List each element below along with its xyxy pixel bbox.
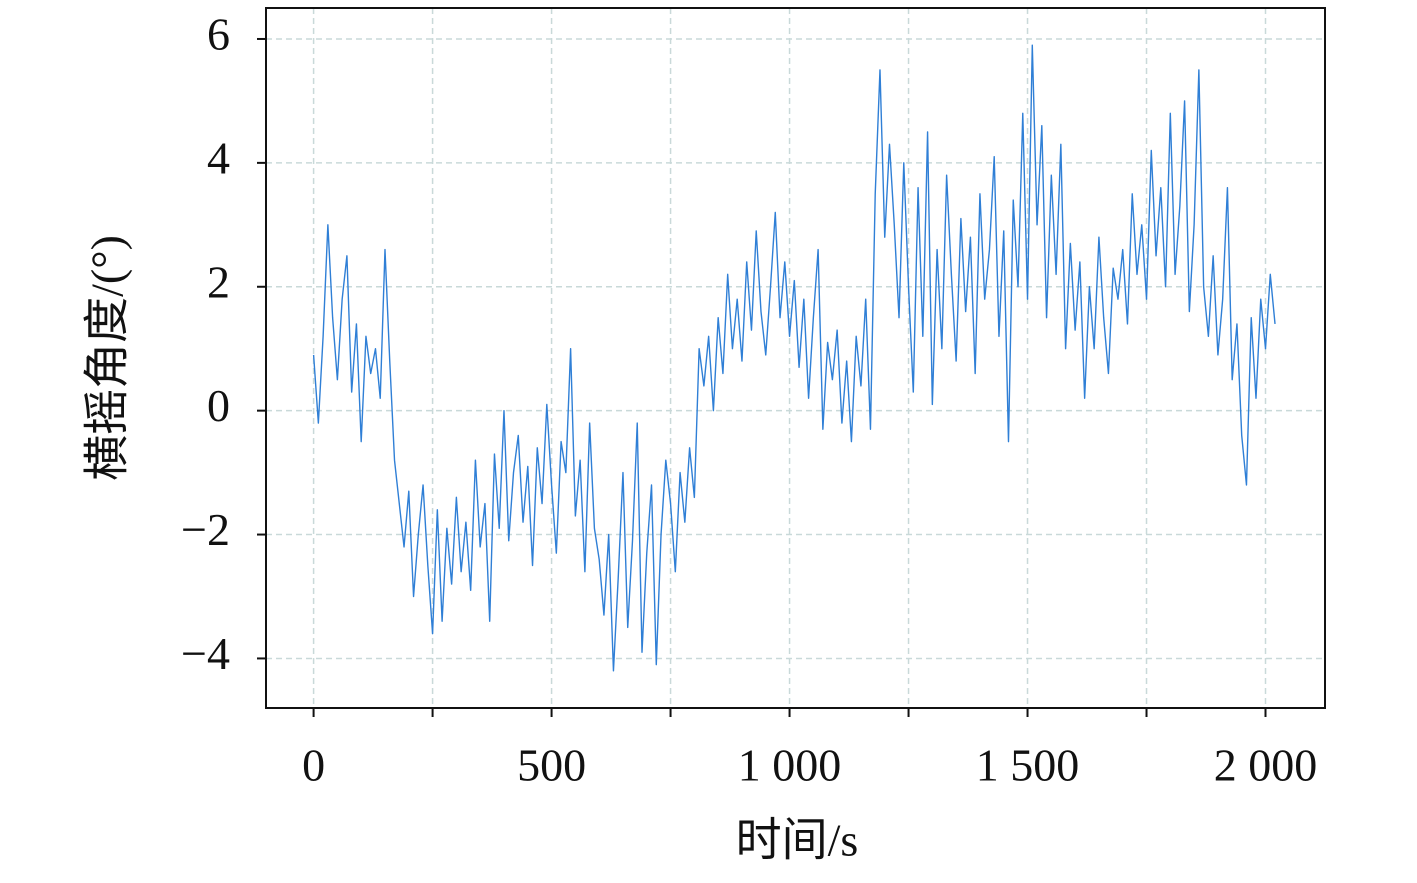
x-tick-label: 2 000 [1214, 740, 1318, 791]
plot-frame [265, 7, 1326, 709]
x-axis-label: 时间/s [736, 815, 859, 866]
y-tick-label: 0 [207, 380, 230, 431]
x-tick-label: 500 [517, 740, 586, 791]
y-axis-label: 横摇角度/(°) [82, 235, 133, 481]
x-tick-label: 0 [302, 740, 325, 791]
data-line [312, 44, 1276, 672]
y-tick-label: 2 [207, 256, 230, 307]
x-tick-label: 1 500 [976, 740, 1080, 791]
y-tick-label: 4 [207, 132, 230, 183]
y-tick-label: −2 [181, 504, 230, 555]
x-tick-label: 1 000 [738, 740, 842, 791]
y-tick-label: 6 [207, 9, 230, 60]
y-tick-label: −4 [181, 628, 230, 679]
